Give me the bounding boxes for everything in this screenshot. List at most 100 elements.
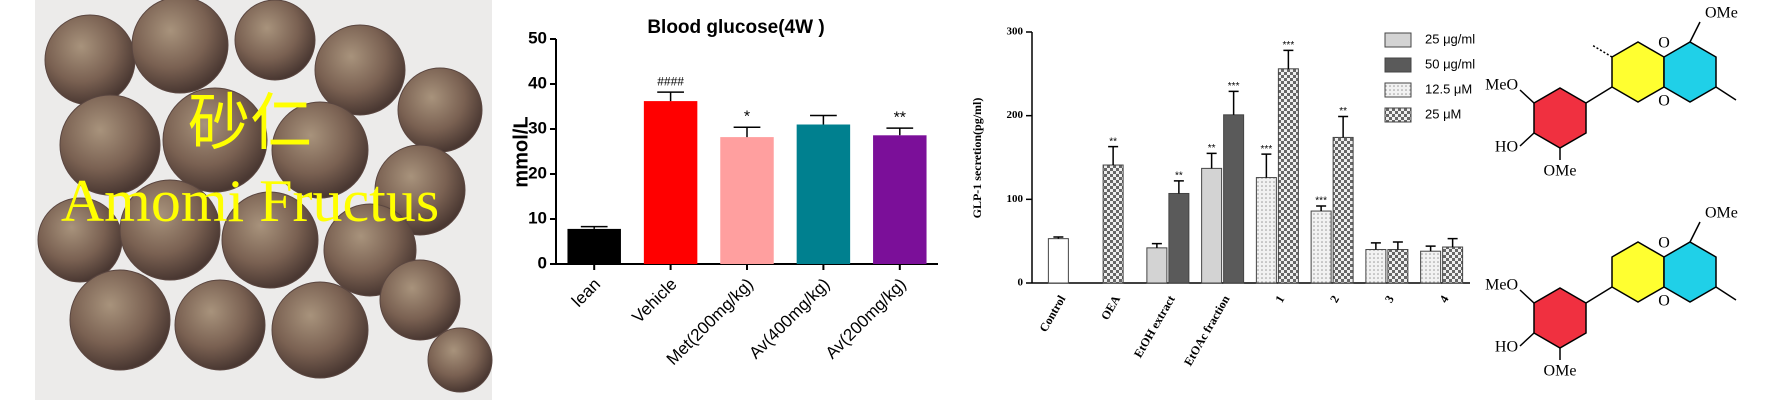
bar	[1201, 167, 1223, 284]
legend-label: 25 μg/ml	[1425, 31, 1475, 46]
x-tick-label: Av(200mg/kg)	[822, 275, 910, 363]
bar	[873, 135, 927, 264]
atom-label: OMe	[1544, 363, 1577, 380]
y-tick-label: 0	[538, 253, 547, 272]
bar	[1365, 249, 1387, 284]
atom-label: O	[1658, 35, 1670, 52]
error-bar	[657, 91, 684, 102]
y-axis-label: mmol/L	[510, 116, 532, 187]
significance-label: **	[1339, 106, 1347, 117]
error-bar	[1228, 90, 1239, 115]
significance-label: ####	[657, 74, 684, 88]
bar	[1047, 238, 1069, 284]
significance-label: **	[894, 109, 906, 126]
x-tick-label: lean	[568, 275, 604, 311]
error-bar	[580, 225, 608, 229]
x-tick-label: 2	[1327, 293, 1342, 305]
error-bar	[1053, 236, 1064, 239]
x-tick-label: 1	[1272, 293, 1287, 305]
error-bar	[1283, 49, 1294, 69]
bar	[1146, 247, 1168, 284]
y-tick-label: 300	[1007, 26, 1024, 38]
legend-swatch	[1384, 107, 1412, 123]
y-tick-label: 30	[528, 118, 547, 137]
significance-label: ***	[1283, 40, 1295, 51]
legend-label: 12.5 μM	[1425, 81, 1472, 96]
bonds	[1519, 221, 1737, 360]
x-tick-label: Av(400mg/kg)	[745, 275, 833, 363]
x-tick-label: EtOAc fraction	[1181, 293, 1233, 369]
y-tick-label: 20	[528, 163, 547, 182]
bar	[796, 124, 851, 264]
atom-label: OMe	[1705, 205, 1738, 222]
significance-label: *	[744, 108, 750, 125]
legend-swatch	[1384, 57, 1412, 73]
bar	[1102, 164, 1124, 284]
bonds	[1519, 21, 1737, 160]
photo: 砂仁 Amomi Fructus	[35, 0, 493, 400]
atom-label: O	[1658, 293, 1670, 310]
error-bar	[810, 114, 837, 125]
x-tick-label: Vehicle	[628, 275, 680, 327]
bar	[567, 228, 621, 264]
ring-yellow	[1611, 241, 1665, 303]
legend-label: 50 μg/ml	[1425, 56, 1475, 71]
bar	[1442, 246, 1464, 284]
structure: OMe MeO HO OMe O O	[1485, 205, 1738, 380]
error-bar	[1261, 153, 1272, 178]
atom-label: MeO	[1485, 77, 1518, 94]
error-bar	[733, 126, 761, 138]
atom-label: HO	[1495, 339, 1518, 356]
y-tick-label: 50	[528, 28, 547, 47]
atom-label: MeO	[1485, 277, 1518, 294]
photo-label-en: Amomi Fructus	[61, 168, 439, 234]
atom-label: HO	[1495, 139, 1518, 156]
y-tick-label: 100	[1007, 193, 1024, 205]
y-tick-label: 10	[528, 208, 547, 227]
x-tick-label: 3	[1382, 293, 1397, 305]
x-tick-label: OEA	[1098, 293, 1123, 323]
x-tick-label: 4	[1436, 293, 1451, 305]
legend-swatch	[1384, 32, 1412, 48]
error-bar	[1206, 152, 1217, 169]
bar	[1332, 136, 1354, 284]
ring-cyan	[1663, 41, 1717, 103]
significance-label: ***	[1315, 196, 1327, 207]
error-bar	[1151, 242, 1162, 248]
ring-cyan	[1663, 241, 1717, 303]
y-tick-label: 40	[528, 73, 547, 92]
bar	[1168, 192, 1190, 284]
y-tick-label: 200	[1007, 109, 1024, 121]
atom-label: O	[1658, 93, 1670, 110]
bar	[643, 101, 698, 264]
bar	[1310, 210, 1332, 284]
atom-label: O	[1658, 235, 1670, 252]
legend-label: 25 μM	[1425, 106, 1461, 121]
glp1-chart: GLP-1 secretion(pg/ml) 0 100 200 300 Control…	[970, 26, 1475, 369]
error-bar	[1316, 205, 1327, 212]
atom-label: OMe	[1705, 5, 1738, 22]
ring-red	[1533, 287, 1587, 349]
legend-swatch	[1384, 82, 1412, 98]
error-bar	[1392, 241, 1403, 250]
chart-title: Blood glucose(4W )	[647, 17, 824, 38]
significance-label: ***	[1228, 81, 1240, 92]
significance-label: ***	[1261, 144, 1273, 155]
error-bar	[1370, 242, 1381, 250]
atom-label: OMe	[1544, 163, 1577, 180]
significance-label: **	[1109, 136, 1117, 147]
ring-yellow	[1611, 41, 1665, 103]
x-tick-label: Control	[1036, 292, 1068, 334]
significance-label: **	[1208, 143, 1216, 154]
methyl	[1591, 44, 1613, 58]
bar	[720, 137, 774, 264]
bar	[1255, 177, 1277, 284]
bar	[1277, 68, 1299, 284]
structure: OMe MeO HO OMe O O	[1485, 5, 1738, 180]
error-bar	[1173, 180, 1184, 194]
y-axis-label: GLP-1 secretion(pg/ml)	[970, 98, 984, 219]
x-tick-label: EtOH extract	[1131, 293, 1178, 360]
bar	[1420, 250, 1442, 284]
error-bar	[1338, 115, 1349, 138]
